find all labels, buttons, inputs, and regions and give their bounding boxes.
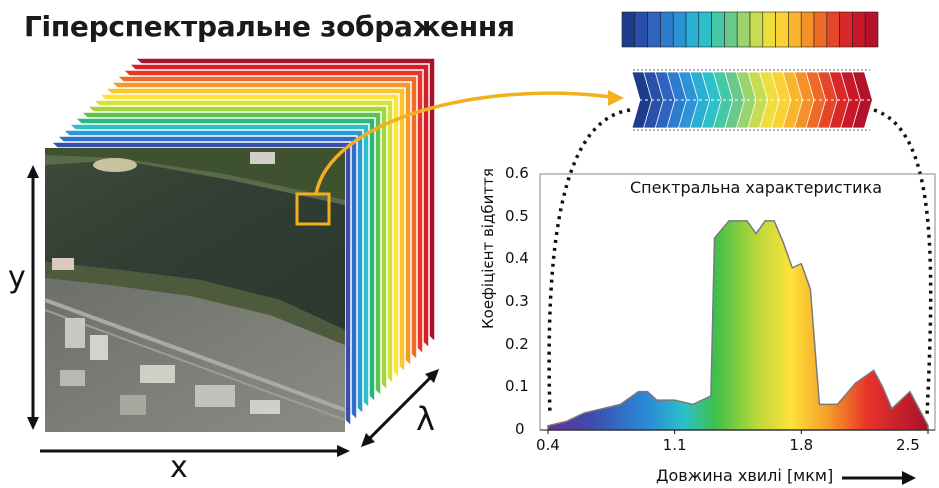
y-tick-label: 0.1	[505, 377, 529, 396]
scale-swatch	[839, 11, 853, 48]
y-tick-label: 0.6	[505, 164, 529, 182]
scale-swatch	[775, 11, 789, 48]
tick-marks	[547, 430, 929, 434]
color-scale-bar	[621, 11, 879, 48]
scale-swatch	[660, 11, 674, 48]
y-tick-label: 0.5	[505, 206, 529, 225]
scale-swatch	[852, 11, 866, 48]
scale-swatch	[749, 11, 764, 48]
scale-swatch	[788, 11, 802, 48]
spectral-curve-area	[547, 220, 929, 431]
sample-pixel-box	[295, 192, 331, 226]
zoom-bracket-right	[873, 108, 933, 416]
y-tick-label: 0.4	[505, 249, 529, 268]
x-tick-label: 1.8	[789, 436, 814, 454]
chart-x-label: Довжина хвилі [мкм]	[656, 466, 834, 485]
scale-swatch	[736, 11, 751, 48]
y-tick-label: 0.3	[505, 292, 529, 310]
chart-title: Спектральна характеристика	[630, 178, 883, 197]
scale-swatch	[711, 11, 725, 48]
x-tick-label: 1.1	[662, 436, 687, 454]
pixel-to-spectrum-arrow	[314, 91, 613, 195]
scale-swatch	[826, 11, 840, 48]
scale-swatch	[800, 11, 815, 48]
page-title: Гіперспектральне зображення	[24, 10, 515, 43]
scale-swatch	[621, 11, 636, 48]
scale-swatch	[864, 11, 879, 48]
lambda-axis-label: λ	[416, 400, 435, 438]
scale-swatch	[685, 11, 700, 48]
aerial-image	[44, 148, 346, 432]
x-tick-label: 2.5	[896, 436, 920, 454]
scale-swatch	[813, 11, 828, 48]
y-axis-label: y	[8, 260, 26, 295]
y-tick-label: 0.2	[505, 334, 529, 353]
chart-y-label: Коефіцієнт відбиття	[479, 168, 497, 329]
scale-swatch	[634, 11, 648, 48]
x-axis-label: x	[170, 450, 188, 485]
axis-arrows	[27, 165, 439, 457]
zoom-bracket	[547, 108, 631, 416]
scale-swatch	[762, 11, 776, 48]
scale-swatch	[672, 11, 687, 48]
scale-swatch	[724, 11, 738, 48]
arrow-head	[608, 90, 624, 106]
spectral-arrow-strip	[631, 71, 873, 129]
y-tick-label: 0	[515, 420, 525, 438]
x-tick-label: 0.4	[536, 436, 560, 454]
scale-swatch	[698, 11, 712, 48]
scale-swatch	[647, 11, 661, 48]
xlabel-arrow-head	[902, 471, 916, 485]
